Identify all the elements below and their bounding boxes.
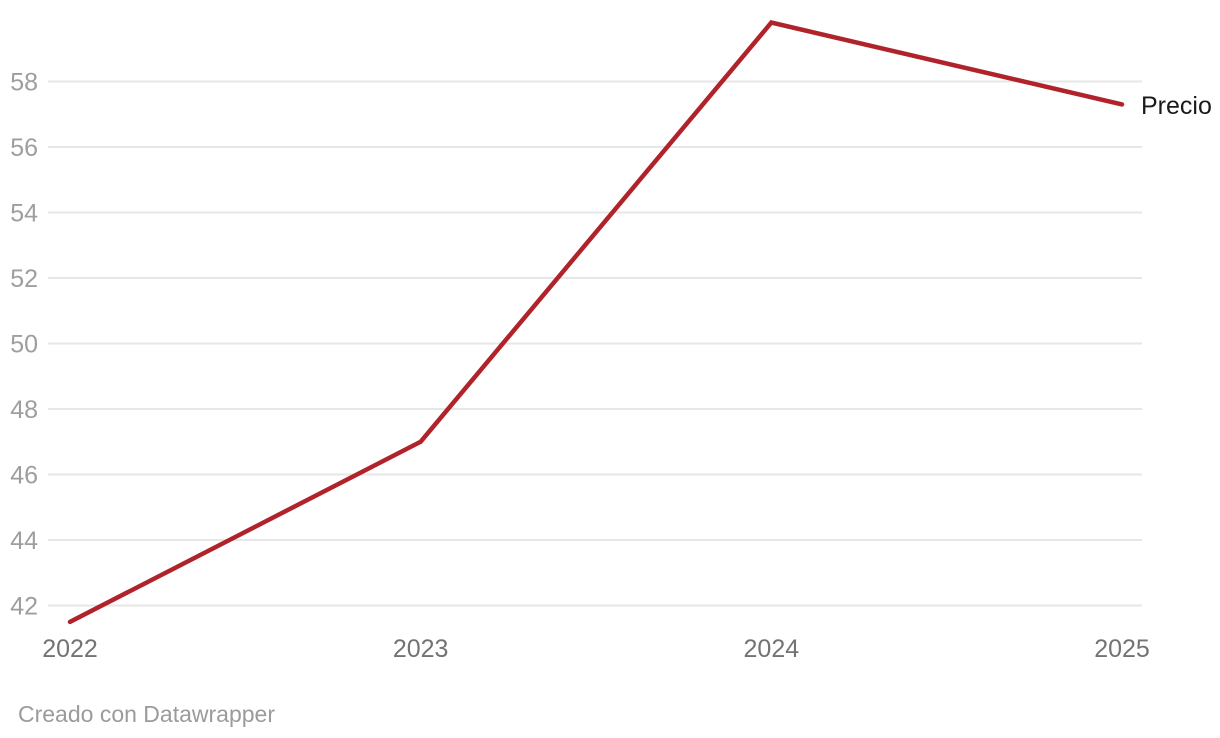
series-line-precio (67, 20, 1125, 625)
y-axis-tick-label-48: 48 (10, 396, 38, 424)
series-label-precio: Precio (1141, 92, 1212, 120)
chart-footer: Creado con Datawrapper (18, 701, 275, 727)
y-axis-tick-label-58: 58 (10, 69, 38, 97)
x-axis-tick-label-2022: 2022 (42, 635, 98, 663)
y-axis-tick-label-46: 46 (10, 462, 38, 490)
datawrapper-credit-link[interactable]: Creado con Datawrapper (18, 701, 275, 727)
x-axis-tick-label-2025: 2025 (1094, 635, 1150, 663)
y-axis-tick-label-52: 52 (10, 265, 38, 293)
x-axis-tick-label-2023: 2023 (393, 635, 449, 663)
y-axis-tick-label-54: 54 (10, 200, 38, 228)
y-axis-tick-label-56: 56 (10, 134, 38, 162)
y-axis-tick-label-42: 42 (10, 593, 38, 621)
x-axis-tick-label-2024: 2024 (744, 635, 800, 663)
y-axis-tick-label-44: 44 (10, 527, 38, 555)
y-axis-tick-label-50: 50 (10, 331, 38, 359)
